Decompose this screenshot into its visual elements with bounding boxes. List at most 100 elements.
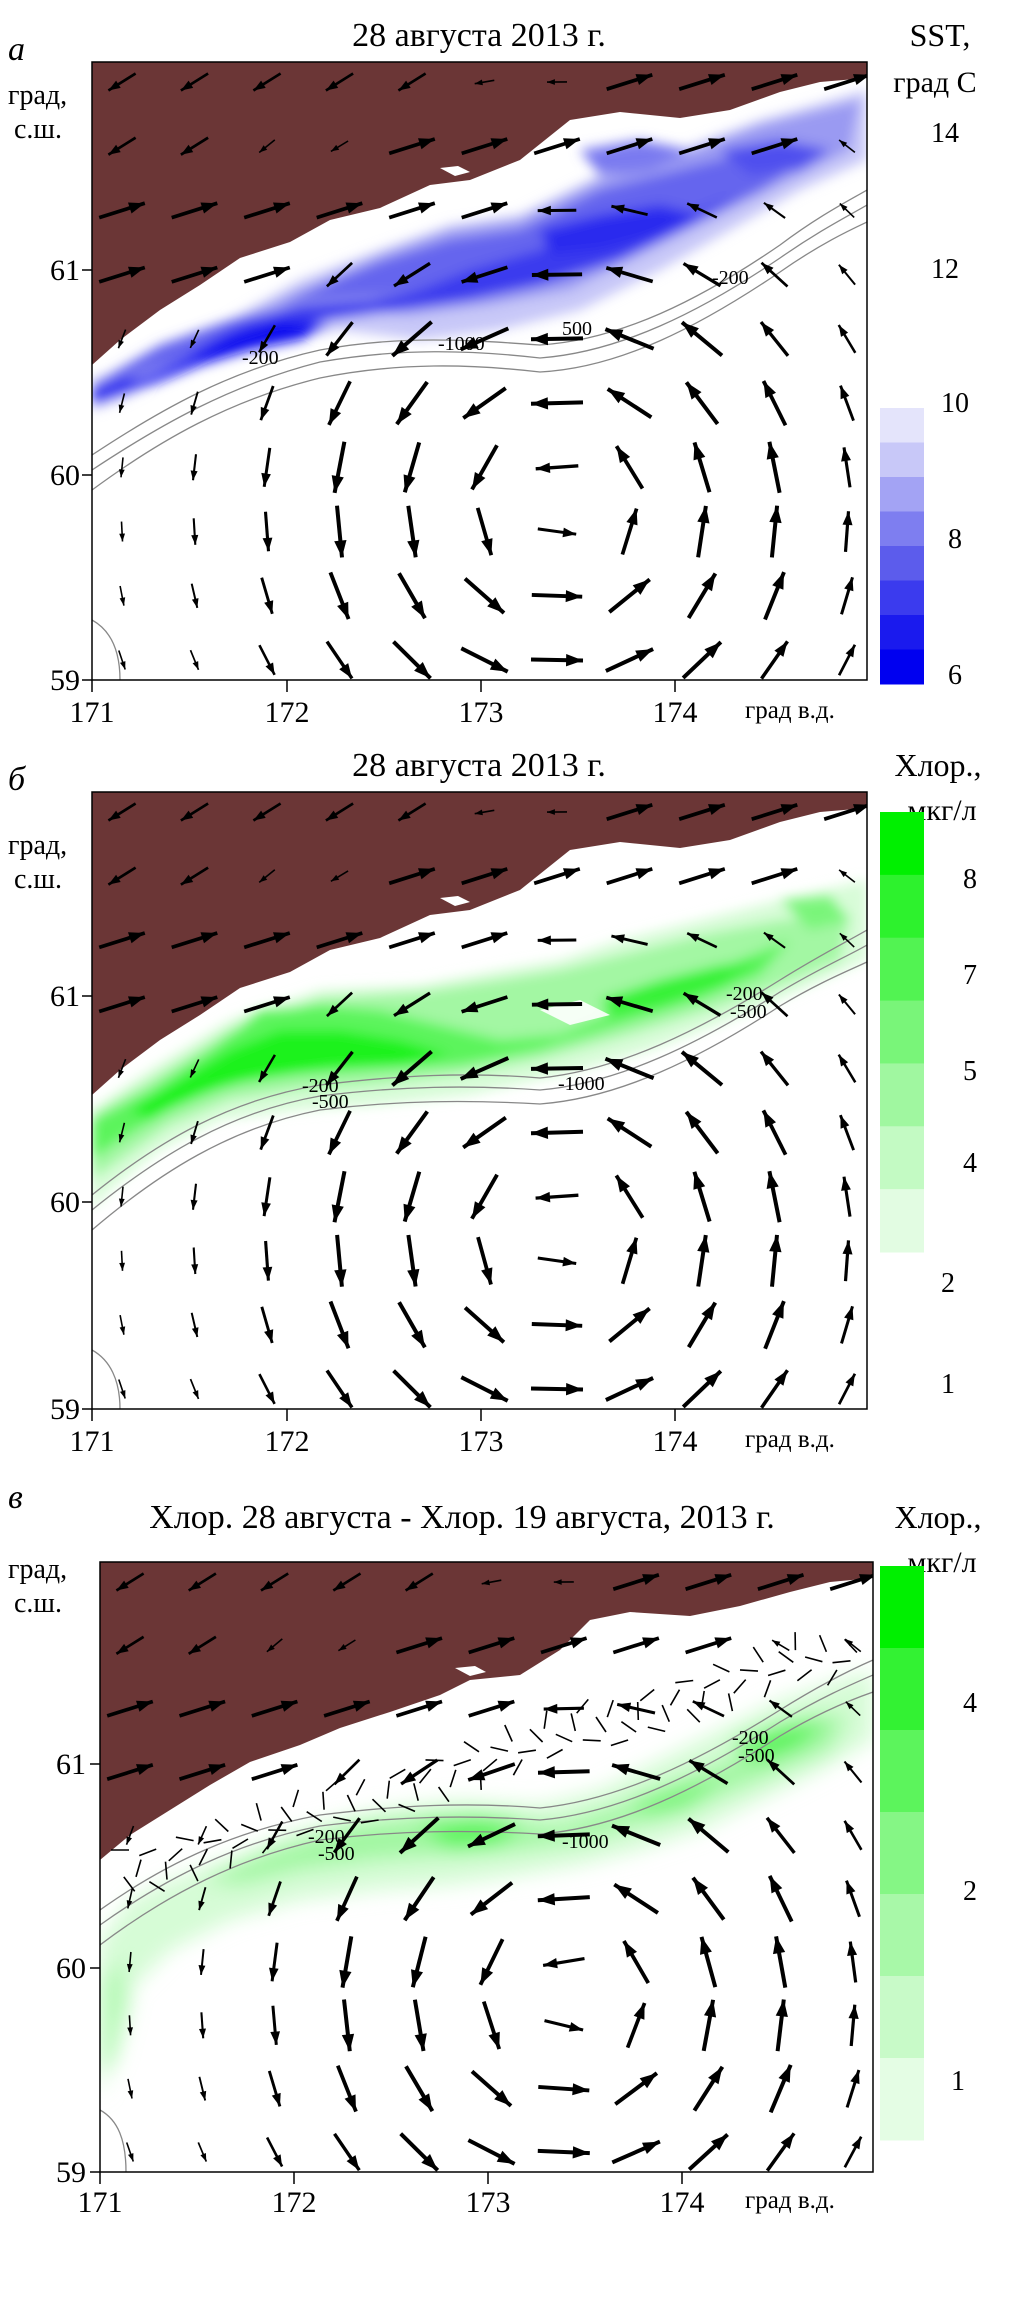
short-vector-dash: [576, 1698, 589, 1714]
current-vector-head: [396, 1136, 412, 1154]
current-vector-head: [398, 810, 411, 821]
current-vector-head: [461, 271, 479, 283]
y-tick-a-59: 59: [50, 664, 80, 697]
current-vector-head: [683, 993, 699, 1006]
current-vector-head: [261, 1202, 271, 1217]
current-vector-head: [253, 80, 266, 91]
current-vector-head: [786, 1574, 804, 1585]
current-vector-head: [563, 868, 580, 880]
current-vector-head: [607, 388, 626, 404]
current-vector-head: [490, 138, 508, 150]
legend-b-value-2: 2: [941, 1268, 955, 1299]
short-vector-dash: [203, 1838, 222, 1844]
legend-swatch: [880, 1126, 924, 1190]
legend-swatch: [880, 442, 924, 478]
x-tick-a-174: 174: [653, 696, 698, 729]
panel-title-a: 28 августа 2013 г.: [352, 17, 606, 54]
isobaths-b: [92, 929, 867, 1409]
legend-a-colorbar: [880, 408, 924, 685]
current-vector-head: [336, 1903, 349, 1921]
current-vector-head: [481, 1579, 490, 1586]
current-vector-head: [118, 404, 125, 413]
current-vector-head: [763, 381, 776, 399]
contour-label-a-1: -200: [242, 347, 279, 369]
current-vector-head: [261, 472, 271, 487]
current-vector-head: [128, 932, 145, 944]
current-vector-head: [120, 1390, 126, 1399]
legend-swatch: [880, 649, 924, 685]
current-vector-head: [403, 1203, 416, 1222]
current-vector-head: [853, 74, 867, 85]
contour-label-c-2: -500: [318, 1843, 355, 1865]
current-vector-head: [490, 868, 508, 880]
current-vector-head: [701, 573, 716, 592]
current-vector-head: [398, 80, 411, 91]
current-vector-head: [535, 1191, 551, 1203]
current-vector-head: [840, 385, 850, 400]
legend-swatch: [880, 1730, 924, 1813]
current-vector-head: [396, 406, 412, 425]
current-vector-head: [767, 1759, 780, 1772]
current-vector-head: [471, 1201, 486, 1219]
chlorophyll-difference-field: [100, 1670, 873, 2100]
current-vector-head: [262, 1266, 273, 1281]
current-vector-head: [859, 1574, 873, 1585]
current-vector-head: [468, 1833, 486, 1847]
current-vector-head: [261, 1580, 274, 1591]
current-vector-head: [704, 642, 721, 659]
x-tick-b-172: 172: [265, 1425, 310, 1458]
current-vector-head: [547, 809, 555, 815]
current-vector-head: [635, 138, 653, 150]
current-vector-head: [708, 74, 725, 85]
short-vector-dash: [198, 1848, 209, 1866]
current-vector-head: [199, 2090, 207, 2101]
short-vector-dash: [355, 1778, 366, 1796]
y-axis-label-b-line2: с.ш.: [14, 864, 62, 895]
current-vector-head: [763, 202, 774, 212]
current-vector-head: [208, 1700, 226, 1712]
current-vector-head: [635, 868, 653, 880]
short-vector-dash: [482, 1758, 498, 1772]
short-vector-dash: [669, 1689, 681, 1706]
current-vector-head: [325, 810, 339, 821]
current-vector-head: [683, 263, 699, 276]
current-vector-head: [269, 1967, 279, 1982]
land-mass-a: [92, 62, 867, 365]
current-vector-head: [325, 80, 339, 91]
current-vector-head: [845, 1701, 854, 1710]
current-vector-head: [126, 1836, 132, 1845]
legend-swatch: [880, 408, 924, 443]
current-vector-head: [841, 1176, 851, 1191]
current-vector-head: [553, 1579, 562, 1585]
current-vector-head: [352, 1700, 370, 1712]
current-vectors-b: [98, 802, 867, 1409]
short-vector-dash: [306, 1811, 323, 1823]
short-vector-dash: [398, 1803, 416, 1813]
panel-a: а 28 августа 2013 г. град, с.ш.: [8, 17, 977, 729]
current-vector-head: [537, 205, 551, 216]
current-vector-head: [635, 649, 654, 662]
current-vector-head: [392, 1069, 410, 1086]
current-vector-head: [400, 1836, 417, 1853]
y-axis-label-a-line2: с.ш.: [14, 114, 62, 145]
current-vector-head: [333, 1580, 346, 1591]
current-vector-head: [414, 1391, 431, 1408]
current-vector-head: [418, 932, 435, 944]
current-vector-head: [612, 1825, 630, 1838]
current-vector-head: [108, 810, 121, 821]
current-vector-head: [190, 470, 198, 481]
current-vector-head: [487, 1326, 504, 1343]
legend-c-value-2: 2: [963, 1876, 977, 1907]
short-vector-dash: [135, 1859, 142, 1878]
current-vector-head: [421, 2154, 438, 2171]
current-vector-head: [268, 1902, 278, 1916]
legend-swatch: [880, 1894, 924, 1977]
current-vector-head: [687, 203, 700, 213]
current-vector-head: [326, 1004, 339, 1017]
current-vector-head: [487, 597, 504, 613]
current-vector-head: [200, 932, 218, 944]
current-vector-head: [280, 1700, 298, 1712]
legend-swatch: [880, 937, 924, 1002]
current-vector-head: [259, 875, 268, 883]
current-vector-head: [701, 1302, 716, 1321]
